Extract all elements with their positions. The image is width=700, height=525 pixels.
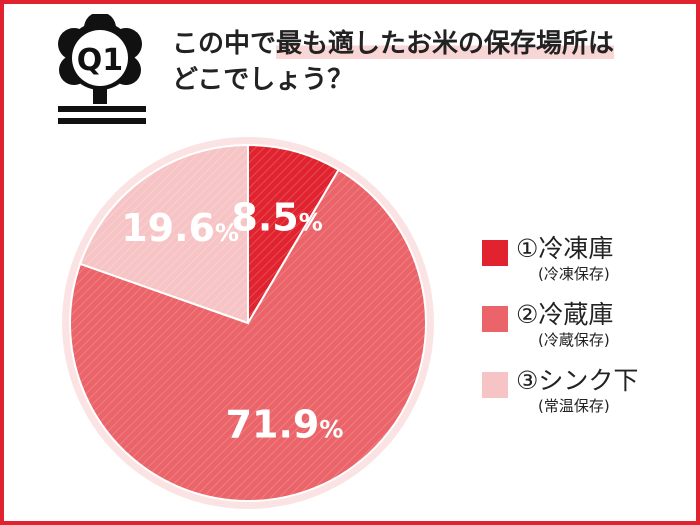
- page-title: この中で最も適したお米の保存場所は どこでしょう？: [172, 26, 672, 98]
- legend-swatch: [482, 306, 508, 332]
- legend-swatch: [482, 240, 508, 266]
- pie-value-labels: 8.5% 71.9% 19.6%: [121, 196, 343, 447]
- title-line-2: どこでしょう？: [172, 65, 354, 95]
- question-badge: Q1: [58, 14, 146, 124]
- pie-slice-texture: [248, 145, 339, 323]
- pie-value-label: 8.5%: [231, 196, 322, 240]
- legend-sublabel: (冷蔵保存): [538, 331, 610, 349]
- cloud-icon: [58, 14, 146, 124]
- pie-slice-texture: [80, 145, 248, 323]
- legend-item: ③シンク下 (常温保存): [478, 364, 688, 430]
- legend-sublabel: (冷凍保存): [538, 265, 610, 283]
- pie-slices: [69, 143, 427, 502]
- pie-value-label: 71.9%: [226, 402, 344, 446]
- title-line-1: この中で最も適したお米の保存場所は: [172, 26, 672, 62]
- pie-value-label: 19.6%: [121, 206, 239, 250]
- legend-swatch: [482, 372, 508, 398]
- title-text: この中で: [172, 29, 277, 59]
- pie-chart: 8.5% 71.9% 19.6%: [62, 137, 434, 509]
- legend-label: ③シンク下: [516, 366, 639, 395]
- legend-item: ②冷蔵庫 (冷蔵保存): [478, 298, 688, 364]
- pie-slice-texture: [70, 169, 426, 502]
- legend-label: ②冷蔵庫: [516, 300, 614, 329]
- legend-sublabel: (常温保存): [538, 397, 610, 415]
- title-highlight: 最も適したお米の保存場所は: [276, 29, 615, 59]
- legend-item: ①冷凍庫 (冷凍保存): [478, 232, 688, 298]
- legend: ①冷凍庫 (冷凍保存) ②冷蔵庫 (冷蔵保存) ③シンク下 (常温保存): [478, 232, 688, 430]
- legend-label: ①冷凍庫: [516, 234, 614, 263]
- badge-label: Q1: [77, 43, 123, 78]
